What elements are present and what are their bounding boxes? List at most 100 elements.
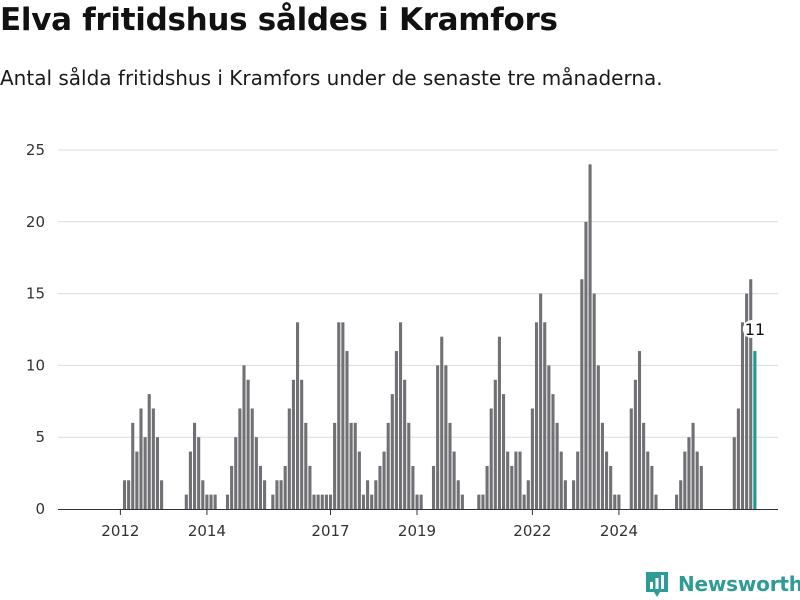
bar: [225, 494, 230, 509]
y-tick-label: 25: [26, 141, 45, 159]
bar: [403, 379, 407, 509]
bar: [258, 465, 263, 509]
bar: [370, 494, 374, 509]
bar: [460, 494, 464, 509]
bar: [188, 451, 192, 509]
bar: [642, 422, 646, 509]
bar: [699, 465, 703, 509]
bar: [448, 422, 452, 509]
bar: [530, 408, 534, 509]
bar: [209, 494, 213, 509]
bar: [184, 494, 188, 509]
bar: [411, 465, 415, 509]
y-tick-label: 20: [26, 213, 45, 231]
bar: [230, 465, 234, 509]
bar: [333, 422, 337, 509]
bar: [296, 322, 300, 509]
gridlines: 0 5 10 15 20 25: [26, 141, 778, 518]
bar: [205, 494, 209, 509]
y-tick-label: 5: [35, 428, 45, 446]
bar: [522, 494, 526, 509]
bar: [555, 422, 559, 509]
bar: [151, 408, 155, 509]
x-tick-label: 2014: [188, 522, 226, 540]
bar: [687, 437, 691, 509]
x-axis: 2012 2014 2017 2019 2022 2024: [58, 509, 778, 540]
brand-name: Newsworthy: [678, 572, 800, 596]
bar: [386, 422, 390, 509]
bar: [271, 494, 275, 509]
bar: [250, 408, 254, 509]
data-label-halo: [742, 320, 761, 339]
bar: [399, 322, 403, 509]
data-label: 11: [745, 320, 765, 339]
bar: [127, 480, 131, 509]
bar: [675, 494, 679, 509]
bar: [349, 422, 353, 509]
bar: [646, 451, 650, 509]
bar: [506, 451, 510, 509]
bar: [328, 494, 333, 509]
bar: [617, 494, 621, 509]
bar: [312, 494, 316, 509]
x-tick-label: 2017: [311, 522, 349, 540]
bar: [374, 480, 378, 509]
bar: [361, 494, 366, 509]
bar: [613, 494, 617, 509]
bar: [679, 480, 683, 509]
bar: [584, 221, 588, 510]
bar: [291, 379, 295, 509]
bar: [316, 494, 320, 509]
bar: [122, 480, 127, 509]
bar: [539, 293, 543, 509]
bar: [456, 480, 460, 509]
bar: [749, 279, 753, 509]
bar: [131, 422, 135, 509]
bar: [440, 336, 444, 509]
bar: [213, 494, 217, 509]
bar: [481, 494, 485, 509]
x-tick-label: 2022: [513, 522, 551, 540]
bar: [543, 322, 547, 509]
x-tick-label: 2019: [398, 522, 436, 540]
bar: [143, 437, 147, 509]
bar: [510, 465, 514, 509]
bar: [654, 494, 658, 509]
bar: [493, 379, 497, 509]
bar: [337, 322, 341, 509]
bar: [357, 451, 361, 509]
x-tick-label: 2024: [600, 522, 638, 540]
bar: [526, 480, 530, 509]
bar: [650, 465, 654, 509]
bar: [588, 164, 592, 510]
bar: [736, 408, 740, 509]
bar: [691, 422, 695, 509]
newsworthy-brand[interactable]: Newsworthy: [644, 569, 800, 599]
bar: [193, 422, 197, 509]
bar: [740, 322, 745, 509]
bar: [304, 422, 308, 509]
bar: [160, 480, 164, 509]
chart-title: Elva fritidshus såldes i Kramfors: [0, 2, 558, 38]
bar: [353, 422, 357, 509]
bar: [514, 451, 518, 509]
bar: [485, 465, 489, 509]
bar: [633, 379, 637, 509]
bar: [489, 408, 493, 509]
bars: [122, 164, 757, 510]
bar: [452, 451, 456, 509]
bar: [345, 351, 349, 509]
bar: [502, 394, 506, 509]
bar: [600, 422, 604, 509]
bar: [497, 336, 501, 509]
bar: [563, 480, 567, 509]
bar: [201, 480, 205, 509]
y-tick-label: 15: [26, 285, 45, 303]
bar: [155, 437, 160, 509]
bar: [477, 494, 481, 509]
bar: [518, 451, 522, 509]
bar: [629, 408, 633, 509]
bar: [431, 465, 436, 509]
bar: [551, 394, 555, 509]
